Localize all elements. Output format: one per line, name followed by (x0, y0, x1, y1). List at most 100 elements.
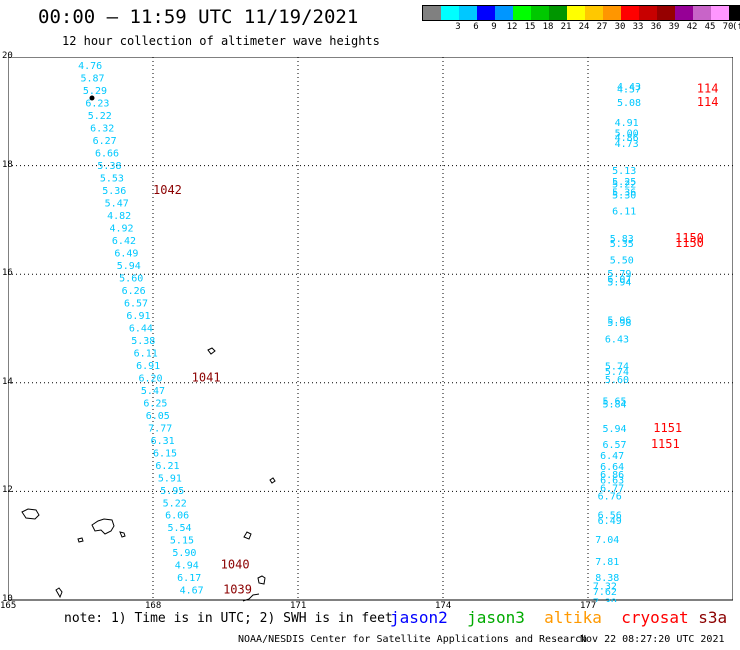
color-scale-label: 27 (596, 22, 608, 32)
wave-height-value: 5.30 (612, 190, 636, 201)
island-bikini (21, 508, 40, 520)
wave-height-value: 5.22 (163, 498, 187, 509)
wave-observations: 4.765.875.296.235.226.326.276.665.385.53… (78, 61, 641, 602)
wave-height-value: 5.35 (610, 239, 634, 250)
color-scale-label: 9 (491, 22, 497, 32)
island-wotje (243, 531, 252, 540)
wave-height-value: 6.77 (600, 484, 624, 495)
color-scale-label: 45 (704, 22, 716, 32)
color-scale-label: 30 (614, 22, 626, 32)
wave-height-value: 6.20 (139, 373, 163, 384)
wave-height-value: 5.90 (172, 548, 196, 559)
color-swatch (675, 6, 693, 20)
wave-height-value: 6.57 (603, 440, 627, 451)
wave-height-value: 5.60 (119, 273, 143, 284)
color-swatch (495, 6, 513, 20)
color-swatch (513, 6, 531, 20)
wave-height-value: 6.17 (177, 573, 201, 584)
orbit-number-label: 1151 (653, 421, 682, 435)
orbit-number-label: 1041 (192, 370, 221, 384)
wave-height-value: 5.25 (612, 177, 636, 188)
wave-height-value: 5.29 (83, 86, 107, 97)
wave-height-value: 4.92 (110, 224, 134, 235)
wave-height-value: 6.66 (95, 149, 119, 160)
wave-height-value: 6.76 (598, 492, 622, 503)
wave-height-value: 5.60 (605, 375, 629, 386)
color-swatch (549, 6, 567, 20)
wave-height-value: 6.11 (134, 348, 158, 359)
orbit-number-label: 114 (697, 81, 719, 95)
wave-height-value: 6.57 (124, 298, 148, 309)
color-scale-label: 70 (722, 22, 734, 32)
wave-height-value: 4.82 (107, 211, 131, 222)
wave-height-value: 5.94 (117, 261, 141, 272)
wave-height-value: 4.43 (617, 82, 641, 93)
wave-height-value: 5.50 (610, 256, 634, 267)
legend-entry-altika: altika (544, 608, 622, 627)
color-scale-label: 3 (455, 22, 461, 32)
wave-height-value: 5.87 (81, 74, 105, 85)
wave-height-value: 5.00 (615, 128, 639, 139)
orbit-number-label: 1042 (153, 183, 182, 197)
island-small-2 (119, 531, 126, 538)
longitude-tick-label: 168 (145, 601, 162, 611)
color-swatch (729, 6, 740, 20)
color-swatch (585, 6, 603, 20)
map-gridlines (8, 57, 733, 600)
wave-height-value: 5.08 (617, 98, 641, 109)
wave-height-value: 7.39 (593, 598, 617, 602)
wave-height-value: 7.81 (595, 557, 619, 568)
wave-height-value: 5.53 (100, 174, 124, 185)
wave-height-value: 6.25 (143, 398, 167, 409)
wave-height-value: 5.22 (88, 111, 112, 122)
wave-height-value: 5.65 (603, 397, 627, 408)
orbit-number-label: 1039 (223, 583, 252, 597)
wave-height-value: 6.11 (612, 207, 636, 218)
color-swatch (621, 6, 639, 20)
latitude-tick-label: 12 (2, 485, 13, 496)
wave-height-value: 5.54 (168, 523, 192, 534)
color-scale-label: 15 (524, 22, 536, 32)
color-swatch (441, 6, 459, 20)
wave-height-value: 6.32 (90, 124, 114, 135)
page-title: 00:00 – 11:59 UTC 11/19/2021 (38, 6, 359, 28)
color-scale-label: 18 (542, 22, 554, 32)
color-scale-label: 39 (668, 22, 680, 32)
wave-height-value: 6.21 (155, 461, 179, 472)
wave-height-value: 6.05 (146, 411, 170, 422)
wave-height-value: 6.63 (600, 475, 624, 486)
wave-height-value: 5.79 (607, 269, 631, 280)
wave-height-value: 4.86 (615, 133, 639, 144)
wave-height-value: 6.43 (605, 334, 629, 345)
wave-height-value: 5.47 (105, 199, 129, 210)
color-swatch (531, 6, 549, 20)
legend-entry-jason3: jason3 (467, 608, 545, 627)
wave-height-value: 6.56 (598, 511, 622, 522)
color-swatch (639, 6, 657, 20)
wave-height-value: 5.13 (612, 166, 636, 177)
island-utirik (269, 477, 276, 484)
color-scale-label: 24 (578, 22, 590, 32)
wave-height-value: 4.73 (615, 139, 639, 150)
wave-height-value: 7.62 (593, 587, 617, 598)
orbit-number-label: 1040 (221, 558, 250, 572)
latitude-tick-label: 20 (2, 51, 13, 61)
wave-height-value: 5.95 (160, 486, 184, 497)
wave-height-value: 6.07 (607, 275, 631, 286)
wave-height-value: 5.83 (610, 234, 634, 245)
latitude-tick-label: 16 (2, 268, 13, 279)
wave-height-value: 6.27 (93, 136, 117, 147)
legend-entry-cryosat: cryosat (621, 608, 699, 627)
longitude-tick-label: 171 (290, 601, 307, 611)
wave-height-value: 5.96 (607, 315, 631, 326)
wave-height-value: 6.47 (600, 451, 624, 462)
wave-height-value: 6.23 (85, 99, 109, 110)
wave-height-value: 7.04 (595, 535, 619, 546)
wave-height-value: 5.38 (97, 161, 121, 172)
wave-height-value: 6.44 (129, 323, 153, 334)
wave-height-value: 6.86 (600, 470, 624, 481)
island-ailinginae (242, 593, 260, 602)
wave-height-value: 5.98 (607, 318, 631, 329)
wave-height-value: 6.64 (600, 462, 624, 473)
